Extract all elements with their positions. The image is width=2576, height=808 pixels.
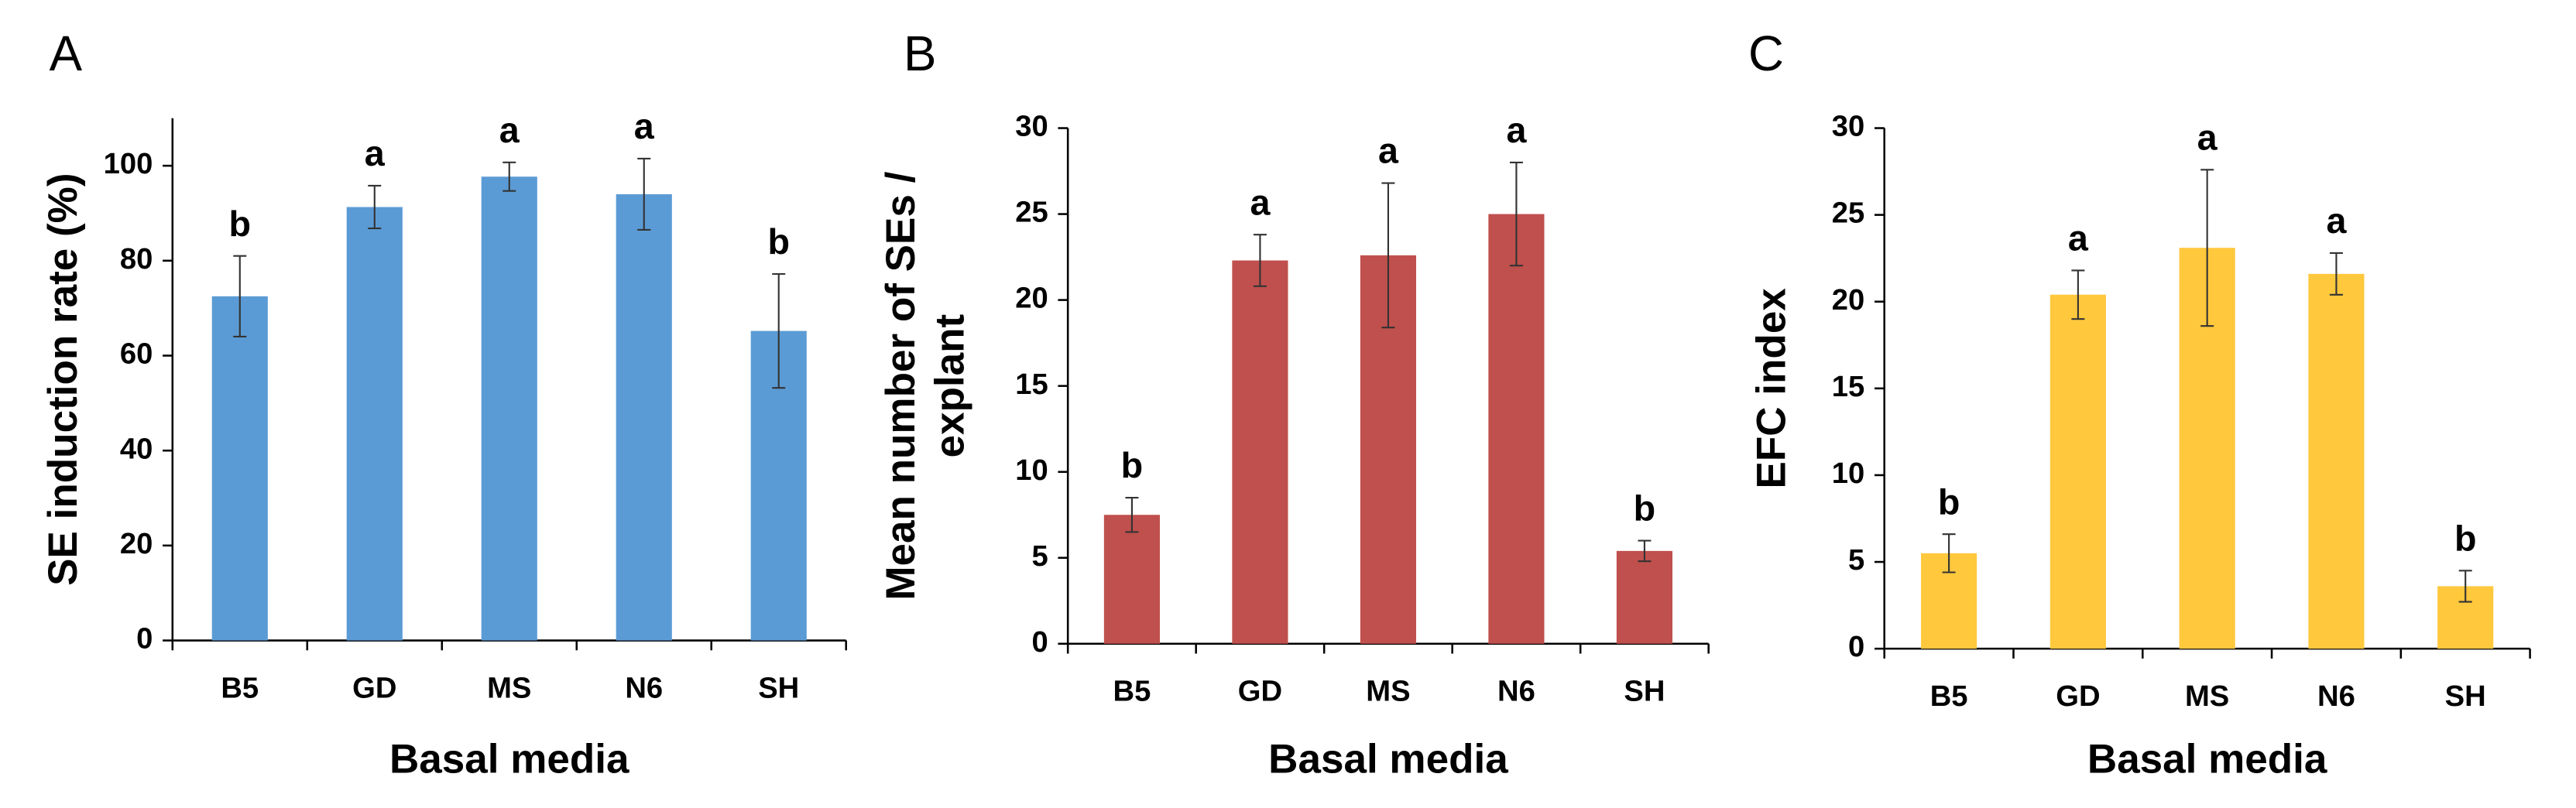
significance-letter: b (1634, 488, 1656, 529)
significance-letter: b (2454, 518, 2476, 558)
y-tick-label: 0 (1031, 625, 1048, 659)
y-axis-title-line: EFC index (1749, 288, 1795, 489)
y-tick-label: 20 (1832, 283, 1864, 317)
y-tick-label: 60 (120, 337, 153, 371)
y-tick-label: 80 (120, 242, 153, 276)
significance-letter: a (499, 110, 520, 150)
x-tick-label: B5 (221, 671, 259, 704)
panel-label: C (1748, 26, 1784, 81)
y-tick-label: 15 (1015, 368, 1048, 401)
y-tick-label: 25 (1832, 197, 1864, 230)
x-tick-label: N6 (625, 671, 663, 704)
y-tick-label: 10 (1832, 457, 1864, 490)
y-tick-label: 25 (1015, 196, 1048, 229)
x-tick-label: MS (2185, 680, 2229, 713)
significance-letter: a (2326, 200, 2347, 241)
x-axis-title: Basal media (2087, 737, 2327, 782)
y-tick-label: 20 (1015, 282, 1048, 315)
significance-letter: b (229, 204, 251, 244)
bar (616, 193, 672, 641)
x-tick-label: SH (2445, 680, 2486, 713)
x-tick-label: GD (2056, 680, 2100, 713)
x-tick-label: GD (352, 671, 396, 704)
significance-letter: b (1938, 481, 1960, 522)
significance-letter: a (365, 133, 386, 173)
y-tick-label: 40 (120, 432, 153, 465)
y-tick-label: 15 (1832, 370, 1864, 403)
bar (211, 296, 268, 641)
significance-letter: a (1506, 110, 1527, 150)
significance-letter: a (2197, 117, 2218, 157)
x-tick-label: SH (1624, 675, 1665, 708)
x-tick-label: MS (487, 671, 531, 704)
bar (346, 207, 403, 641)
significance-letter: a (2068, 218, 2089, 258)
x-tick-label: B5 (1930, 680, 1968, 713)
bar (1232, 260, 1288, 644)
x-axis-title: Basal media (1268, 737, 1508, 782)
x-tick-label: MS (1366, 675, 1410, 708)
significance-letter: a (1378, 131, 1399, 171)
y-axis-title: Mean number of SEs / explant (878, 171, 973, 600)
y-tick-label: 100 (104, 147, 153, 180)
significance-letter: a (634, 106, 655, 146)
y-tick-label: 30 (1015, 110, 1048, 143)
y-tick-label: 5 (1031, 539, 1048, 573)
bar (1616, 550, 1673, 644)
bar (1103, 515, 1160, 644)
y-tick-label: 30 (1832, 110, 1864, 143)
x-tick-label: N6 (2317, 680, 2355, 713)
significance-letter: b (767, 221, 790, 262)
bar (1488, 214, 1545, 644)
y-tick-label: 0 (136, 622, 153, 656)
significance-letter: a (1250, 182, 1271, 222)
y-tick-label: 20 (120, 527, 153, 560)
y-axis-title-line: SE induction rate (%) (40, 173, 86, 586)
x-tick-label: B5 (1113, 675, 1151, 708)
bar (481, 176, 537, 641)
bar (2049, 294, 2106, 649)
x-tick-label: GD (1238, 675, 1282, 708)
y-tick-label: 5 (1848, 543, 1864, 577)
y-axis-title-line: explant (928, 313, 973, 457)
y-tick-label: 0 (1848, 630, 1864, 663)
y-axis-title-line: Mean number of SEs / (878, 171, 924, 600)
y-axis-title: SE induction rate (%) (40, 173, 86, 586)
significance-letter: b (1121, 445, 1144, 485)
panel-label: B (904, 26, 936, 81)
x-tick-label: N6 (1497, 675, 1535, 708)
bar (2308, 273, 2365, 649)
y-tick-label: 10 (1015, 454, 1048, 487)
y-axis-title: EFC index (1749, 288, 1795, 489)
x-axis-title: Basal media (389, 737, 629, 782)
panel-label: A (50, 26, 83, 81)
x-tick-label: SH (758, 671, 799, 704)
